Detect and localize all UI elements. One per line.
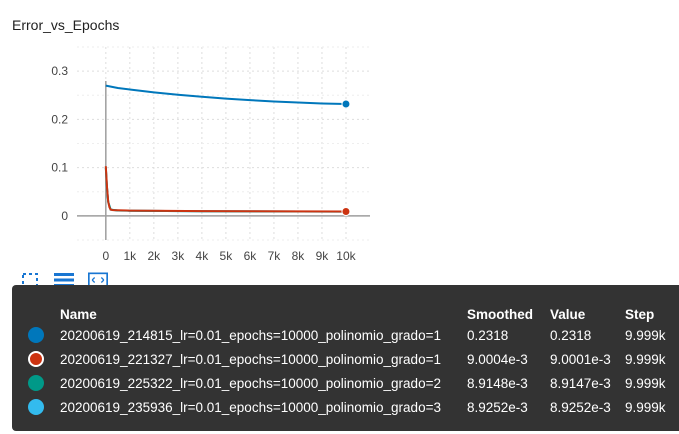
run-color-dot xyxy=(28,351,44,367)
y-tick-label: 0.3 xyxy=(51,64,68,78)
tooltip-row: 20200619_221327_lr=0.01_epochs=10000_pol… xyxy=(12,349,679,373)
smoothed-value: 8.9148e-3 xyxy=(467,376,528,391)
run-color-dot xyxy=(28,327,44,343)
step-value: 9.999k xyxy=(625,400,666,415)
x-tick-label: 3k xyxy=(172,249,186,263)
x-tick-label: 5k xyxy=(220,249,234,263)
raw-value: 8.9147e-3 xyxy=(550,376,611,391)
chart-lines xyxy=(104,84,347,213)
x-tick-label: 8k xyxy=(292,249,306,263)
y-axis-ticks: 0 0.1 0.2 0.3 xyxy=(51,64,68,223)
header-smoothed: Smoothed xyxy=(467,307,533,322)
run-name: 20200619_214815_lr=0.01_epochs=10000_pol… xyxy=(60,328,441,343)
run-name: 20200619_221327_lr=0.01_epochs=10000_pol… xyxy=(60,352,441,367)
x-tick-label: 2k xyxy=(148,249,162,263)
tooltip-row: 20200619_225322_lr=0.01_epochs=10000_pol… xyxy=(12,373,679,397)
tooltip-row: 20200619_235936_lr=0.01_epochs=10000_pol… xyxy=(12,397,679,421)
x-tick-label: 10k xyxy=(336,249,356,263)
x-tick-label: 4k xyxy=(196,249,210,263)
raw-value: 9.0001e-3 xyxy=(550,352,611,367)
x-tick-label: 9k xyxy=(316,249,330,263)
data-tooltip: Name Smoothed Value Step 20200619_214815… xyxy=(12,285,679,431)
chart-axes xyxy=(77,81,370,240)
header-value: Value xyxy=(550,307,586,322)
run-name: 20200619_225322_lr=0.01_epochs=10000_pol… xyxy=(60,376,441,391)
x-tick-label: 0 xyxy=(102,249,109,263)
run-color-dot xyxy=(28,375,44,391)
raw-value: 0.2318 xyxy=(550,328,592,343)
y-tick-label: 0.1 xyxy=(51,161,68,175)
step-value: 9.999k xyxy=(625,376,666,391)
raw-value: 8.9252e-3 xyxy=(550,400,611,415)
run-color-dot xyxy=(28,399,44,415)
smoothed-value: 9.0004e-3 xyxy=(467,352,528,367)
run-name: 20200619_235936_lr=0.01_epochs=10000_pol… xyxy=(60,400,441,415)
x-tick-label: 1k xyxy=(123,249,137,263)
smoothed-value: 0.2318 xyxy=(467,328,509,343)
x-tick-label: 7k xyxy=(268,249,282,263)
x-axis-ticks: 0 1k 2k 3k 4k 5k 6k 7k 8k 9k 10k xyxy=(102,249,356,263)
series-line xyxy=(104,167,347,213)
tooltip-row: 20200619_214815_lr=0.01_epochs=10000_pol… xyxy=(12,325,679,349)
step-value: 9.999k xyxy=(625,352,666,367)
step-value: 9.999k xyxy=(625,328,666,343)
line-chart[interactable]: 0 0.1 0.2 0.3 0 1k 2k 3k 4k 5k 6k 7k 8k 9k 10k xyxy=(0,0,679,270)
chart-end-points xyxy=(341,99,351,217)
series-line xyxy=(104,167,347,213)
y-tick-label: 0 xyxy=(61,209,68,223)
series-line xyxy=(104,166,347,213)
header-step: Step xyxy=(625,307,655,322)
smoothed-value: 8.9252e-3 xyxy=(467,400,528,415)
series-end-point xyxy=(341,207,351,217)
series-line xyxy=(105,84,347,105)
x-tick-label: 6k xyxy=(244,249,258,263)
series-end-point xyxy=(341,99,351,109)
header-name: Name xyxy=(60,307,97,322)
chart-title: Error_vs_Epochs xyxy=(12,17,120,33)
y-tick-label: 0.2 xyxy=(51,112,68,126)
